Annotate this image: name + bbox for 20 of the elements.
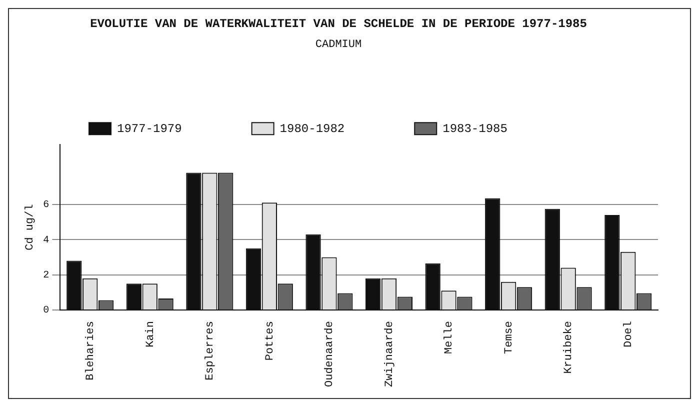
x-tick-label: Temse (503, 320, 516, 354)
x-tick-label: Oudenaarde (324, 320, 336, 388)
x-tick-label: Bleharies (84, 320, 97, 380)
x-tick-label: Esplerres (204, 320, 217, 380)
chart-title: EVOLUTIE VAN DE WATERKWALITEIT VAN DE SCHELDE IN DE PERIODE 1977-1985 (90, 17, 587, 32)
legend-label: 1977-1979 (117, 122, 182, 136)
y-tick-label: 4 (43, 235, 50, 246)
x-tick-label: Kain (144, 320, 157, 348)
x-tick-label: Melle (444, 320, 456, 354)
x-tick-label: Kruibeke (563, 320, 576, 374)
y-tick-label: 0 (43, 306, 50, 317)
y-tick-label: 2 (43, 270, 50, 282)
legend-label: 1980-1982 (280, 122, 345, 136)
legend-label: 1983-1985 (442, 122, 508, 136)
x-tick-label: Zwijnaarde (384, 320, 396, 388)
y-tick-label: 6 (43, 200, 50, 212)
x-tick-label: Pottes (264, 320, 276, 361)
x-tick-label: Doel (623, 320, 636, 348)
y-axis-title: Cd ug/l (24, 204, 37, 250)
chart-subtitle: CADMIUM (315, 38, 362, 51)
